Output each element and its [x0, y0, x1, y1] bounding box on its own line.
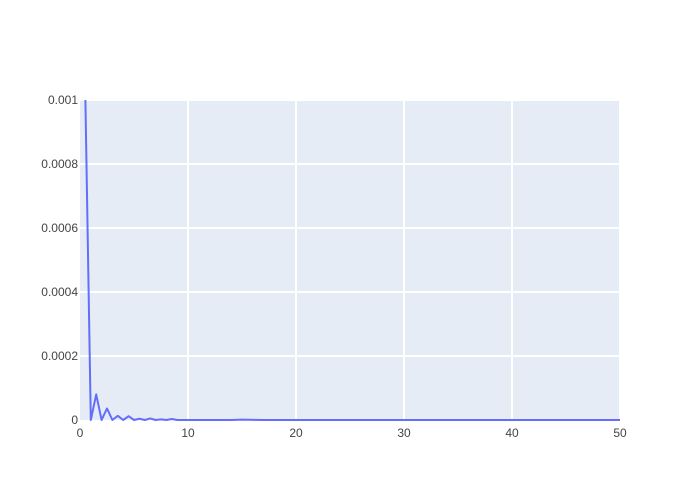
y-axis-ticks: 0 0.0002 0.0004 0.0006 0.0008 0.001 — [41, 93, 78, 427]
grid-lines — [80, 99, 621, 420]
x-tick-label: 50 — [613, 426, 627, 440]
y-tick-label: 0.0008 — [41, 157, 78, 171]
y-tick-label: 0.001 — [48, 93, 78, 107]
x-tick-label: 0 — [77, 426, 84, 440]
x-tick-label: 40 — [505, 426, 519, 440]
plot-background — [80, 100, 620, 420]
y-tick-label: 0.0006 — [41, 221, 78, 235]
y-tick-label: 0.0002 — [41, 349, 78, 363]
x-tick-label: 30 — [397, 426, 411, 440]
y-tick-label: 0.0004 — [41, 285, 78, 299]
series-layer — [84, 99, 620, 421]
series-line — [84, 99, 620, 421]
x-axis-ticks: 0 10 20 30 40 50 — [77, 426, 627, 440]
x-tick-label: 20 — [289, 426, 303, 440]
y-tick-label: 0 — [71, 413, 78, 427]
x-tick-label: 10 — [181, 426, 195, 440]
